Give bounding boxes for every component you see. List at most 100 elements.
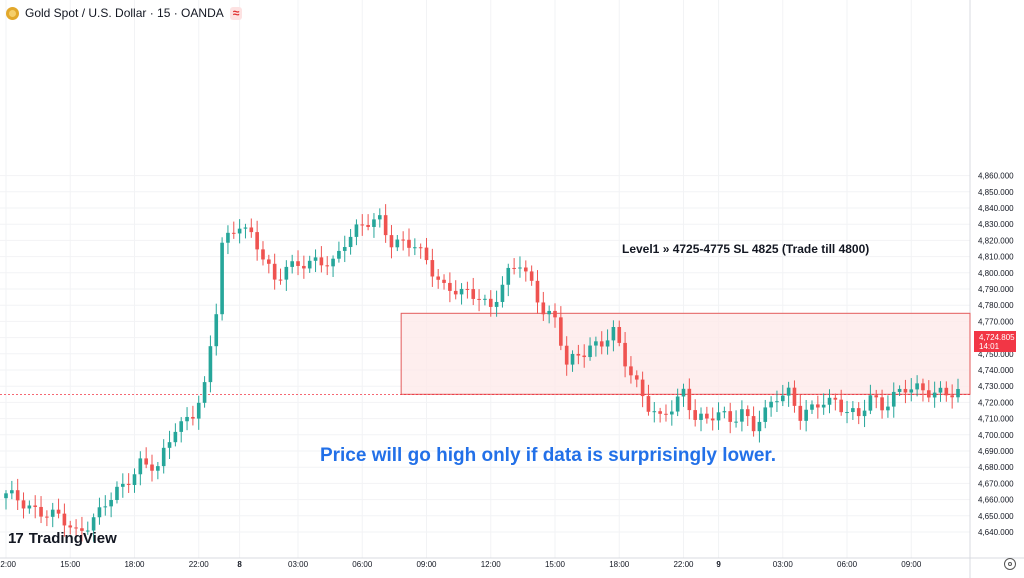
candle <box>208 335 213 393</box>
candle-body <box>39 506 43 517</box>
candle-body <box>675 396 680 412</box>
candle <box>325 256 330 276</box>
candle-body <box>687 388 692 411</box>
candle <box>804 399 808 432</box>
price-tick-label: 4,700.000 <box>978 431 1014 440</box>
candle <box>290 254 294 274</box>
candle <box>126 473 131 493</box>
candle <box>220 237 224 321</box>
bar-countdown: 14:01 <box>979 342 1000 351</box>
candle-body <box>483 298 487 300</box>
candle <box>413 238 417 256</box>
time-tick-label: 22:00 <box>189 560 210 569</box>
settings-gear-icon[interactable] <box>1004 558 1016 570</box>
candle <box>313 249 318 273</box>
candle-body <box>319 257 324 266</box>
candle-body <box>488 298 493 307</box>
symbol-title[interactable]: Gold Spot / U.S. Dollar · 15 · OANDA <box>25 6 224 20</box>
candle-body <box>588 345 592 358</box>
candle <box>267 254 271 274</box>
candle-body <box>126 483 131 485</box>
candle-body <box>734 421 738 423</box>
candle <box>477 289 481 312</box>
candle-body <box>208 346 213 383</box>
candle <box>821 393 826 415</box>
candle-body <box>956 388 960 398</box>
candle-body <box>617 326 622 343</box>
candle-body <box>856 408 861 417</box>
candle-body <box>395 239 400 248</box>
candle <box>97 497 102 525</box>
candle <box>891 382 896 418</box>
candle <box>921 378 925 402</box>
candle-body <box>559 317 563 346</box>
time-axis[interactable]: 12:00 15:00 18:00 22:00 8 03:00 06:00 09:00 12:0… <box>0 560 922 569</box>
candle-body <box>231 232 236 234</box>
candle <box>272 253 277 290</box>
candle-body <box>751 416 756 432</box>
candle <box>278 268 283 285</box>
candle <box>640 371 645 408</box>
candle-body <box>366 225 370 227</box>
candle <box>675 388 680 417</box>
candle <box>570 350 575 372</box>
candle <box>594 336 598 357</box>
candle <box>780 384 785 407</box>
candle-body <box>740 409 744 422</box>
approx-wave-icon[interactable]: ≈ <box>229 6 243 20</box>
candle-body <box>909 389 914 393</box>
price-tick-label: 4,830.000 <box>978 220 1014 229</box>
candle-body <box>354 224 359 237</box>
candle <box>354 219 359 246</box>
candle <box>179 417 184 443</box>
candle <box>564 336 569 376</box>
candle <box>763 399 768 429</box>
candle-body <box>442 279 446 283</box>
candle-body <box>448 282 452 291</box>
candle <box>816 395 820 419</box>
candle <box>856 402 861 425</box>
candle <box>471 277 476 306</box>
tradingview-logo[interactable]: 17 TradingView <box>8 530 117 547</box>
candle <box>634 370 639 388</box>
candle-body <box>68 525 73 528</box>
candle <box>418 243 423 259</box>
candle <box>342 235 347 263</box>
candle <box>751 406 756 437</box>
price-tick-label: 4,730.000 <box>978 382 1014 391</box>
candle <box>494 290 499 317</box>
candle-body <box>377 215 382 220</box>
candle-body <box>383 215 388 236</box>
candle-body <box>80 528 84 531</box>
candle-body <box>634 375 639 380</box>
candle <box>302 255 306 279</box>
candle-body <box>757 421 762 432</box>
candle-body <box>459 288 464 295</box>
candle <box>261 241 265 266</box>
candle-body <box>903 388 908 393</box>
candle-body <box>45 516 49 518</box>
candle-body <box>167 442 172 448</box>
candle <box>284 260 289 291</box>
candles-layer <box>4 204 960 542</box>
candle-body <box>880 397 884 411</box>
candle <box>553 303 557 328</box>
time-tick-label: 06:00 <box>837 560 858 569</box>
candle <box>956 378 960 403</box>
price-tick-label: 4,690.000 <box>978 447 1014 456</box>
candle <box>231 221 236 239</box>
candle-body <box>670 411 674 415</box>
candle <box>687 378 692 420</box>
candle-body <box>594 341 598 346</box>
candle <box>407 228 411 257</box>
price-axis[interactable]: 4,640.000 4,650.000 4,660.000 4,670.000 4,68… <box>978 172 1014 537</box>
candle <box>307 255 312 273</box>
candle <box>156 461 160 480</box>
candle-body <box>453 290 458 295</box>
candle-body <box>775 401 779 403</box>
candle-body <box>74 527 78 529</box>
candle-body <box>605 340 610 347</box>
candle-body <box>413 247 417 249</box>
